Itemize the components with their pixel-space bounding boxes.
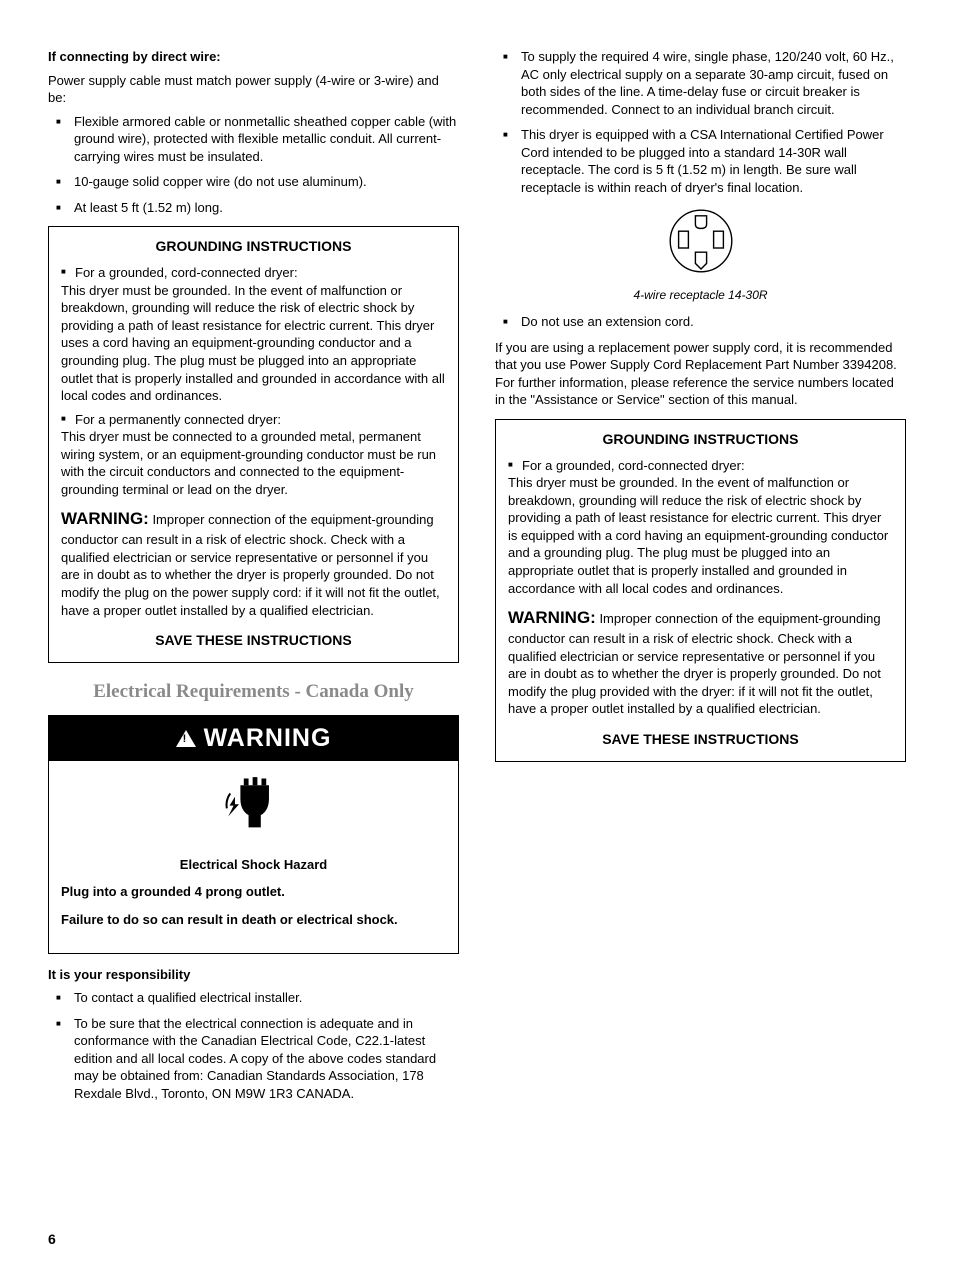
list-item: Do not use an extension cord. [495,313,906,331]
responsibility-list: To contact a qualified electrical instal… [48,989,459,1102]
list-item: To supply the required 4 wire, single ph… [495,48,906,118]
list-item: This dryer is equipped with a CSA Intern… [495,126,906,196]
warning-box-header: WARNING [49,716,458,762]
ext-cord-list: Do not use an extension cord. [495,313,906,331]
right-top-list: To supply the required 4 wire, single ph… [495,48,906,196]
list-item: 10-gauge solid copper wire (do not use a… [48,173,459,191]
alert-triangle-icon [176,730,196,747]
warning-paragraph: WARNING: Improper connection of the equi… [61,508,446,619]
warning-box: WARNING Electrical Shock Hazard Plug int… [48,715,459,954]
warning-paragraph: WARNING: Improper connection of the equi… [508,607,893,718]
two-column-layout: If connecting by direct wire: Power supp… [48,48,906,1110]
grounding-subhead-1: For a grounded, cord-connected dryer: [61,264,446,282]
save-instructions: SAVE THESE INSTRUCTIONS [61,631,446,650]
save-instructions: SAVE THESE INSTRUCTIONS [508,730,893,749]
warning-label: WARNING: [508,608,596,627]
grounding-title: GROUNDING INSTRUCTIONS [508,430,893,449]
grounding-body-1: This dryer must be grounded. In the even… [508,474,893,597]
responsibility-heading: It is your responsibility [48,966,459,984]
right-column: To supply the required 4 wire, single ph… [495,48,906,1110]
warning-label: WARNING: [61,509,149,528]
left-column: If connecting by direct wire: Power supp… [48,48,459,1110]
page-number: 6 [48,1230,906,1249]
list-item: To contact a qualified electrical instal… [48,989,459,1007]
grounding-box-right: GROUNDING INSTRUCTIONS For a grounded, c… [495,419,906,762]
direct-wire-heading: If connecting by direct wire: [48,48,459,66]
list-item: At least 5 ft (1.52 m) long. [48,199,459,217]
warning-box-body: Electrical Shock Hazard Plug into a grou… [49,761,458,952]
receptacle-caption: 4-wire receptacle 14-30R [495,287,906,303]
grounding-subhead-2: For a permanently connected dryer: [61,411,446,429]
grounding-box-left: GROUNDING INSTRUCTIONS For a grounded, c… [48,226,459,663]
grounding-body-2: This dryer must be connected to a ground… [61,428,446,498]
canada-section-title: Electrical Requirements - Canada Only [48,679,459,705]
grounding-subhead-1: For a grounded, cord-connected dryer: [508,457,893,475]
grounding-body-1: This dryer must be grounded. In the even… [61,282,446,405]
hazard-title: Electrical Shock Hazard [61,856,446,874]
direct-wire-intro: Power supply cable must match power supp… [48,72,459,107]
warning-header-text: WARNING [204,722,332,756]
list-item: Flexible armored cable or nonmetallic sh… [48,113,459,166]
hazard-line-1: Plug into a grounded 4 prong outlet. [61,883,446,901]
receptacle-diagram [495,206,906,281]
hazard-line-2: Failure to do so can result in death or … [61,911,446,929]
shock-hazard-icon [61,773,446,846]
direct-wire-list: Flexible armored cable or nonmetallic sh… [48,113,459,217]
grounding-title: GROUNDING INSTRUCTIONS [61,237,446,256]
list-item: To be sure that the electrical connectio… [48,1015,459,1103]
replacement-paragraph: If you are using a replacement power sup… [495,339,906,409]
